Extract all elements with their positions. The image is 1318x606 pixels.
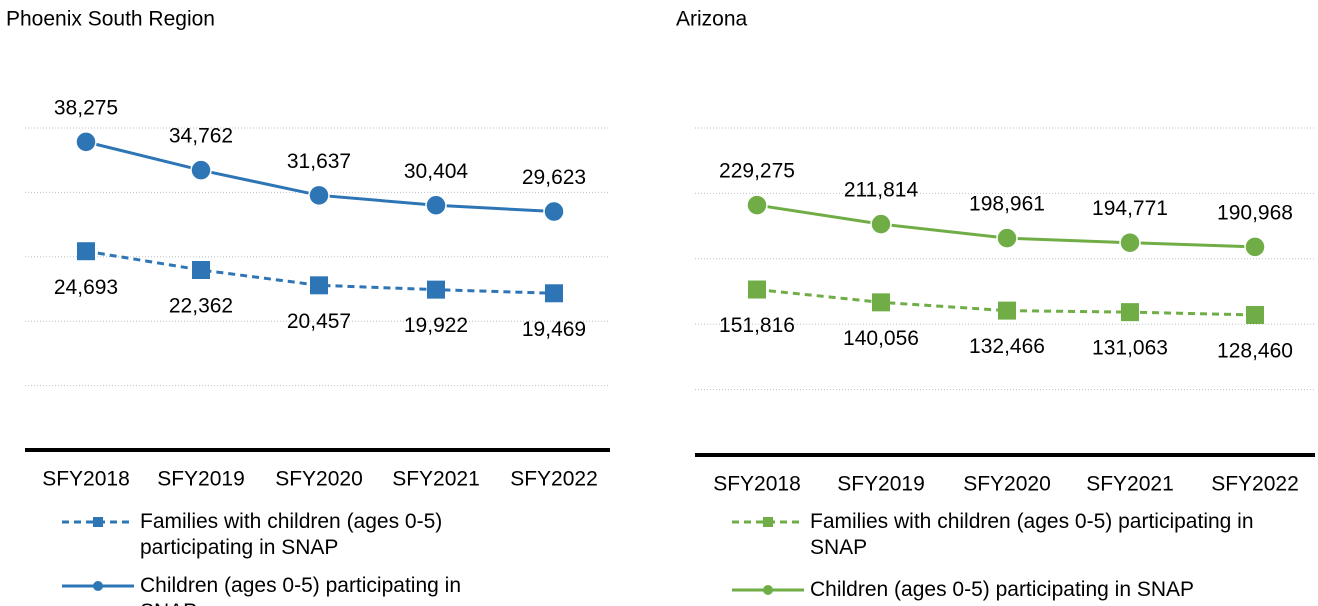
marker (310, 276, 328, 295)
marker (1119, 231, 1141, 254)
x-tick-label: SFY2021 (392, 468, 480, 491)
x-tick-label: SFY2022 (510, 468, 598, 491)
marker (998, 301, 1016, 320)
legend-label: Families with children (ages 0-5) partic… (810, 510, 1254, 559)
series-line (85, 249, 555, 295)
data-label: 19,922 (404, 314, 468, 337)
data-label: 198,961 (969, 193, 1045, 216)
legend-marker (93, 517, 103, 527)
data-label: 24,693 (54, 276, 118, 299)
x-tick-label: SFY2022 (1211, 473, 1299, 496)
data-label: 19,469 (522, 318, 586, 341)
data-label: 194,771 (1092, 197, 1168, 220)
marker (996, 227, 1018, 249)
data-label: 132,466 (969, 335, 1045, 358)
data-label: 30,404 (404, 160, 469, 183)
data-label: 211,814 (844, 179, 919, 202)
marker (543, 200, 565, 223)
marker (1244, 236, 1266, 258)
marker (748, 280, 766, 299)
data-label: 128,460 (1217, 340, 1293, 363)
marker (545, 284, 563, 303)
x-tick-label: SFY2018 (713, 473, 801, 496)
legend-marker (93, 581, 103, 591)
marker (870, 213, 892, 235)
data-label: 38,275 (54, 96, 118, 119)
marker (872, 293, 890, 312)
data-label: 229,275 (719, 160, 795, 183)
data-label: 29,623 (522, 166, 586, 189)
x-tick-label: SFY2018 (42, 468, 130, 491)
marker (425, 194, 447, 216)
legend-label: Children (ages 0-5) participating in SNA… (810, 578, 1195, 601)
legend-marker (763, 585, 773, 595)
marker (75, 131, 97, 153)
data-label: 22,362 (169, 295, 233, 318)
data-label: 34,762 (169, 125, 233, 148)
x-tick-label: SFY2020 (275, 468, 363, 491)
marker (746, 194, 768, 216)
data-label: 131,063 (1092, 337, 1168, 360)
x-tick-label: SFY2019 (157, 468, 245, 491)
data-label: 151,816 (719, 314, 795, 337)
marker (1246, 305, 1264, 324)
marker (77, 242, 95, 261)
data-label: 190,968 (1217, 201, 1293, 224)
data-label: 31,637 (287, 150, 351, 173)
data-label: 140,056 (843, 327, 919, 350)
marker (427, 280, 445, 299)
chart-title: Phoenix South Region (6, 8, 215, 31)
marker (192, 260, 210, 279)
marker (308, 184, 330, 207)
legend-marker (763, 517, 773, 527)
x-tick-label: SFY2021 (1086, 473, 1174, 496)
x-tick-label: SFY2020 (963, 473, 1051, 496)
data-label: 20,457 (287, 310, 351, 333)
chart-title: Arizona (676, 8, 748, 31)
x-tick-label: SFY2019 (837, 473, 925, 496)
legend-label: Families with children (ages 0-5) partic… (140, 510, 443, 559)
marker (190, 159, 212, 181)
marker (1121, 303, 1139, 322)
legend-label: Children (ages 0-5) participating in SNA… (140, 574, 461, 606)
